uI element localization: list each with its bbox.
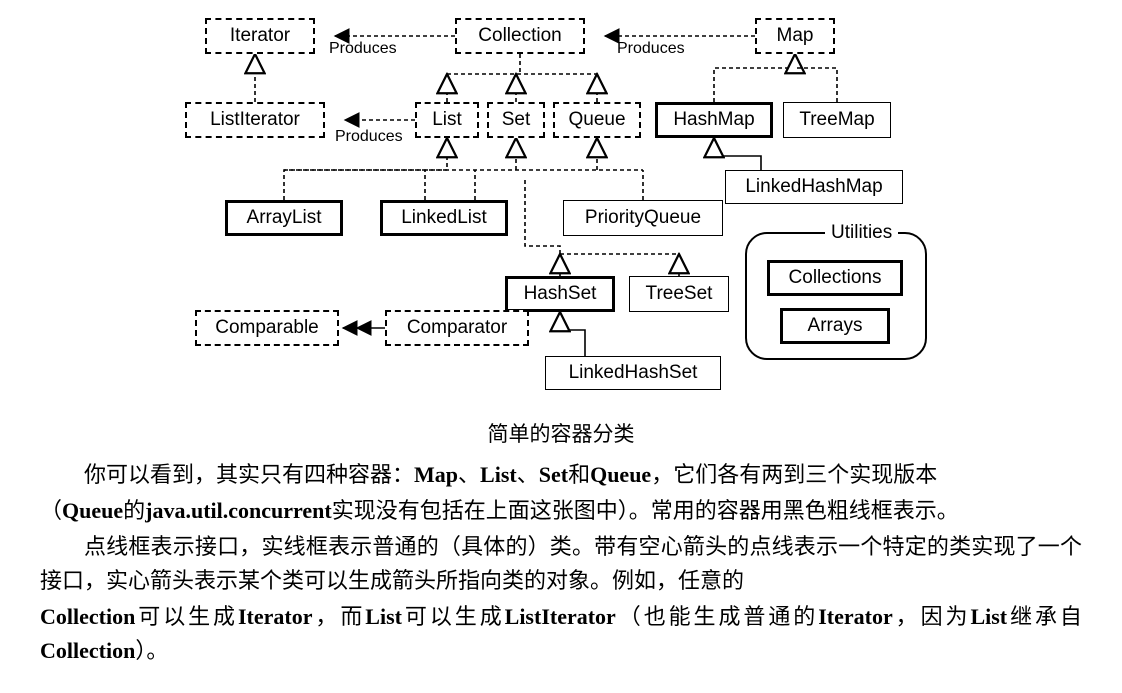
node-linkedlist: LinkedList xyxy=(380,200,508,236)
para-2: （Queue的java.util.concurrent实现没有包括在上面这张图中… xyxy=(40,494,1082,528)
edge-label-2: Produces xyxy=(335,128,403,146)
node-treeset: TreeSet xyxy=(629,276,729,312)
node-linkedhashmap: LinkedHashMap xyxy=(725,170,903,204)
diagram-caption: 简单的容器分类 xyxy=(0,418,1122,448)
edge-9 xyxy=(714,54,795,102)
node-priorityqueue: PriorityQueue xyxy=(563,200,723,236)
edge-label-1: Produces xyxy=(617,40,685,58)
body-text: 你可以看到，其实只有四种容器：Map、List、Set和Queue，它们各有两到… xyxy=(40,458,1082,671)
edge-10 xyxy=(797,68,837,102)
page-root: Utilities Iterator Collection Map ListIterat… xyxy=(0,0,1122,693)
node-arrays: Arrays xyxy=(780,308,890,344)
para-1: 你可以看到，其实只有四种容器：Map、List、Set和Queue，它们各有两到… xyxy=(40,458,1082,492)
node-treemap: TreeMap xyxy=(783,102,891,138)
p1-b4: Queue xyxy=(590,462,651,487)
node-hashmap: HashMap xyxy=(655,102,773,138)
node-hashset: HashSet xyxy=(505,276,615,312)
p1-b1: Map xyxy=(414,462,458,487)
edge-11 xyxy=(714,138,761,170)
p1-b3: Set xyxy=(539,462,568,487)
node-map: Map xyxy=(755,18,835,54)
edge-13 xyxy=(284,138,447,200)
node-linkedhashset: LinkedHashSet xyxy=(545,356,721,390)
para-4: Collection可以生成Iterator，而List可以生成ListIter… xyxy=(40,600,1082,668)
node-comparable: Comparable xyxy=(195,310,339,346)
para-3: 点线框表示接口，实线框表示普通的（具体的）类。带有空心箭头的点线表示一个特定的类… xyxy=(40,530,1082,598)
p1-pre: 你可以看到，其实只有四种容器： xyxy=(84,462,414,487)
edge-label-0: Produces xyxy=(329,40,397,58)
node-listiterator: ListIterator xyxy=(185,102,325,138)
node-arraylist: ArrayList xyxy=(225,200,343,236)
node-queue: Queue xyxy=(553,102,641,138)
edge-20 xyxy=(525,180,560,254)
class-diagram: Utilities Iterator Collection Map ListIterat… xyxy=(185,10,975,410)
utilities-title: Utilities xyxy=(825,222,898,244)
node-collection: Collection xyxy=(455,18,585,54)
node-collections: Collections xyxy=(767,260,903,296)
p1-b2: List xyxy=(480,462,517,487)
node-list: List xyxy=(415,102,479,138)
edge-23 xyxy=(560,312,585,356)
node-iterator: Iterator xyxy=(205,18,315,54)
node-set: Set xyxy=(487,102,545,138)
p2-b1: Queue xyxy=(62,498,123,523)
p2-b2: java.util.concurrent xyxy=(145,498,332,523)
node-comparator: Comparator xyxy=(385,310,529,346)
